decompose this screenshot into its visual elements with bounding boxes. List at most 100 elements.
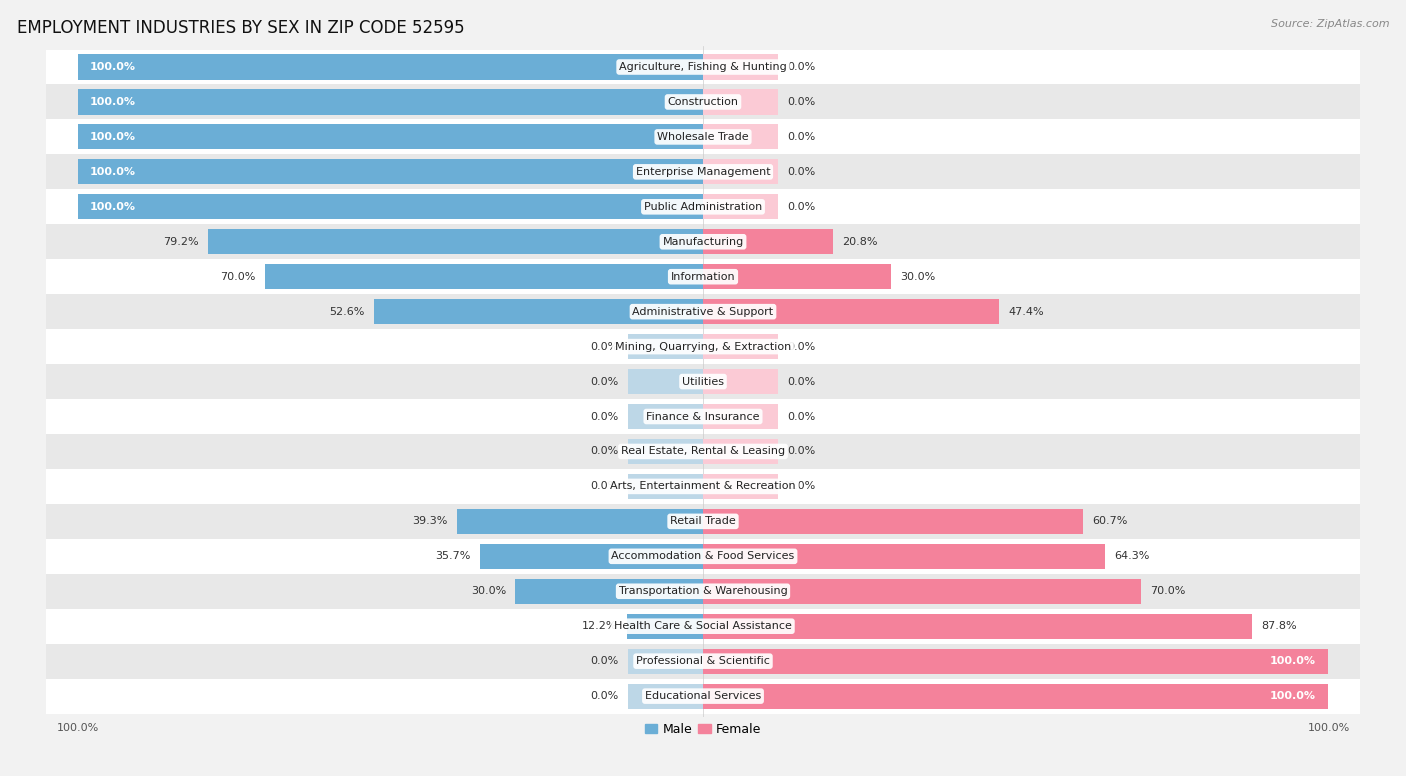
Text: 30.0%: 30.0% <box>900 272 935 282</box>
Text: 0.0%: 0.0% <box>787 167 815 177</box>
Text: 60.7%: 60.7% <box>1092 516 1128 526</box>
Text: Accommodation & Food Services: Accommodation & Food Services <box>612 551 794 561</box>
Bar <box>703 439 778 464</box>
Text: 100.0%: 100.0% <box>90 202 136 212</box>
Bar <box>703 684 1329 708</box>
Bar <box>628 334 703 359</box>
Bar <box>46 573 1360 608</box>
Text: Information: Information <box>671 272 735 282</box>
Text: 0.0%: 0.0% <box>591 411 619 421</box>
Bar <box>703 194 778 220</box>
Bar <box>703 89 778 115</box>
Text: Health Care & Social Assistance: Health Care & Social Assistance <box>614 622 792 631</box>
Bar <box>46 679 1360 714</box>
Bar <box>703 474 778 499</box>
Text: Transportation & Warehousing: Transportation & Warehousing <box>619 586 787 596</box>
Text: Arts, Entertainment & Recreation: Arts, Entertainment & Recreation <box>610 481 796 491</box>
Bar <box>703 124 778 150</box>
Bar <box>266 264 703 289</box>
Bar <box>77 89 703 115</box>
Bar <box>628 474 703 499</box>
Bar <box>46 85 1360 120</box>
Text: Agriculture, Fishing & Hunting: Agriculture, Fishing & Hunting <box>619 62 787 72</box>
Bar <box>703 299 1000 324</box>
Text: 52.6%: 52.6% <box>329 307 364 317</box>
Bar <box>703 334 778 359</box>
Text: 0.0%: 0.0% <box>787 97 815 107</box>
Bar <box>46 329 1360 364</box>
Text: Enterprise Management: Enterprise Management <box>636 167 770 177</box>
Bar <box>46 434 1360 469</box>
Bar <box>628 649 703 674</box>
Bar <box>46 364 1360 399</box>
Legend: Male, Female: Male, Female <box>640 718 766 741</box>
Bar <box>46 189 1360 224</box>
Bar <box>703 579 1140 604</box>
Bar <box>46 539 1360 573</box>
Bar <box>703 649 1329 674</box>
Bar <box>516 579 703 604</box>
Text: 0.0%: 0.0% <box>787 411 815 421</box>
Text: 100.0%: 100.0% <box>90 132 136 142</box>
Bar <box>77 194 703 220</box>
Text: EMPLOYMENT INDUSTRIES BY SEX IN ZIP CODE 52595: EMPLOYMENT INDUSTRIES BY SEX IN ZIP CODE… <box>17 19 464 37</box>
Bar <box>46 399 1360 434</box>
Bar <box>628 684 703 708</box>
Bar <box>208 229 703 255</box>
Text: Mining, Quarrying, & Extraction: Mining, Quarrying, & Extraction <box>614 341 792 352</box>
Text: 35.7%: 35.7% <box>434 551 471 561</box>
Bar <box>46 643 1360 679</box>
Text: 20.8%: 20.8% <box>842 237 877 247</box>
Text: 39.3%: 39.3% <box>412 516 449 526</box>
Text: 30.0%: 30.0% <box>471 586 506 596</box>
Bar <box>46 154 1360 189</box>
Bar <box>703 404 778 429</box>
Bar <box>46 294 1360 329</box>
Text: Utilities: Utilities <box>682 376 724 386</box>
Bar <box>77 124 703 150</box>
Text: 0.0%: 0.0% <box>591 341 619 352</box>
Text: 0.0%: 0.0% <box>591 656 619 666</box>
Bar <box>457 509 703 534</box>
Bar <box>628 369 703 394</box>
Text: Educational Services: Educational Services <box>645 691 761 701</box>
Bar <box>46 504 1360 539</box>
Bar <box>703 509 1083 534</box>
Bar <box>77 159 703 185</box>
Bar <box>374 299 703 324</box>
Bar <box>703 159 778 185</box>
Text: Retail Trade: Retail Trade <box>671 516 735 526</box>
Bar <box>628 439 703 464</box>
Text: 87.8%: 87.8% <box>1261 622 1298 631</box>
Bar <box>703 544 1105 569</box>
Text: Wholesale Trade: Wholesale Trade <box>657 132 749 142</box>
Text: 100.0%: 100.0% <box>90 167 136 177</box>
Text: 47.4%: 47.4% <box>1010 307 1045 317</box>
Bar <box>627 614 703 639</box>
Text: 0.0%: 0.0% <box>787 202 815 212</box>
Bar <box>628 404 703 429</box>
Text: 12.2%: 12.2% <box>582 622 617 631</box>
Bar <box>703 264 890 289</box>
Text: 0.0%: 0.0% <box>787 132 815 142</box>
Text: 100.0%: 100.0% <box>90 62 136 72</box>
Text: 0.0%: 0.0% <box>787 446 815 456</box>
Text: 100.0%: 100.0% <box>1270 691 1316 701</box>
Bar <box>479 544 703 569</box>
Text: Source: ZipAtlas.com: Source: ZipAtlas.com <box>1271 19 1389 29</box>
Bar <box>46 50 1360 85</box>
Text: 100.0%: 100.0% <box>90 97 136 107</box>
Text: 0.0%: 0.0% <box>787 376 815 386</box>
Bar <box>46 224 1360 259</box>
Bar <box>703 369 778 394</box>
Text: Finance & Insurance: Finance & Insurance <box>647 411 759 421</box>
Bar <box>46 259 1360 294</box>
Text: Public Administration: Public Administration <box>644 202 762 212</box>
Text: 100.0%: 100.0% <box>1270 656 1316 666</box>
Text: 79.2%: 79.2% <box>163 237 198 247</box>
Text: Professional & Scientific: Professional & Scientific <box>636 656 770 666</box>
Text: Administrative & Support: Administrative & Support <box>633 307 773 317</box>
Bar <box>77 54 703 80</box>
Bar <box>46 120 1360 154</box>
Text: 0.0%: 0.0% <box>591 446 619 456</box>
